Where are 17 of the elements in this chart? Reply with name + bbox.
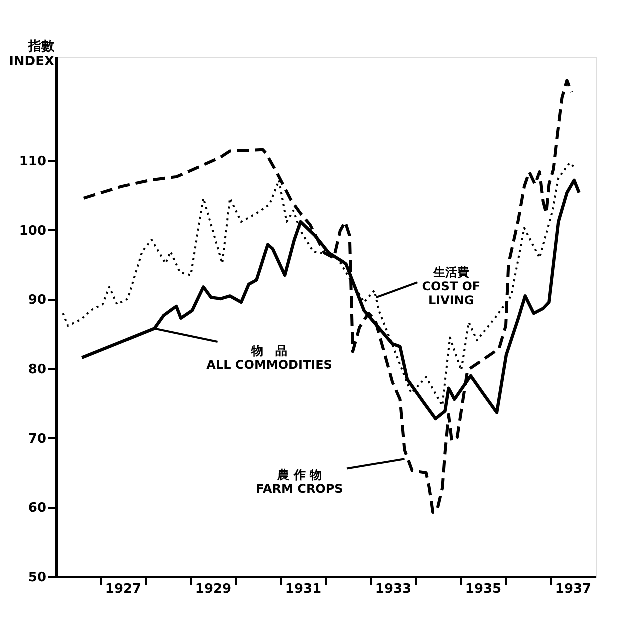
y-tick-label: 50 — [28, 570, 46, 586]
y-axis-title: 指數 INDEX — [9, 40, 56, 70]
annotation: 物 品 ALL COMMODITIES — [206, 344, 332, 372]
y-tick-label: 100 — [19, 224, 46, 239]
y-tick-label: 110 — [19, 154, 46, 170]
annotation: 生活費 COST OF LIVING — [422, 266, 481, 308]
x-tick-label: 1927 — [105, 582, 142, 597]
x-tick-label: 1937 — [555, 582, 592, 597]
x-tick-label: 1929 — [195, 582, 232, 597]
x-tick-label: 1931 — [285, 582, 322, 597]
y-tick-label: 60 — [28, 501, 46, 516]
x-tick-label: 1933 — [375, 582, 412, 597]
y-tick-label: 90 — [28, 293, 46, 308]
x-tick-label: 1935 — [465, 582, 502, 597]
y-tick-label: 70 — [28, 432, 46, 447]
annotation: 農 作 物 FARM CROPS — [256, 468, 344, 496]
y-tick-label: 80 — [28, 362, 46, 378]
